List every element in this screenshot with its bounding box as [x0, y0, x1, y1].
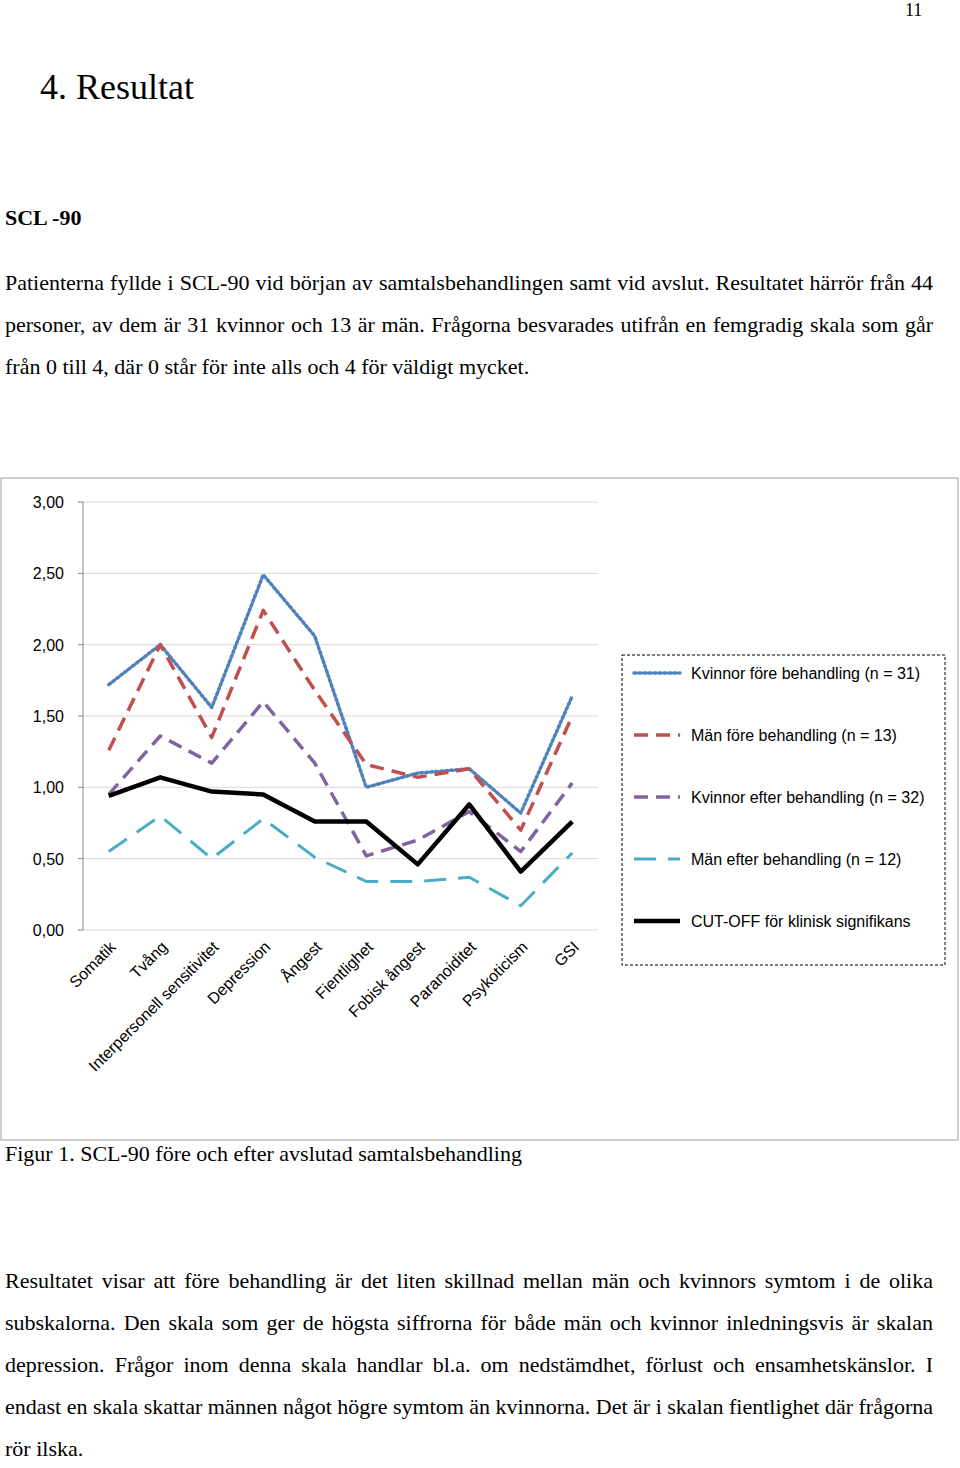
legend-swatch: [634, 733, 680, 737]
grid-line: [83, 930, 598, 931]
y-tick: [78, 787, 83, 788]
y-tick: [78, 716, 83, 717]
x-tick-label: Psykoticism: [459, 938, 531, 1010]
legend-swatch: [634, 671, 680, 675]
x-tick-label: Depression: [204, 938, 273, 1007]
x-tick-label: Somatik: [66, 937, 120, 991]
grid-line: [83, 573, 598, 574]
series-line: [109, 816, 573, 906]
series-group: [109, 575, 573, 906]
grid-line: [83, 502, 598, 503]
legend-label: CUT-OFF för klinisk signifikans: [691, 913, 911, 930]
heading: 4. Resultat: [40, 66, 194, 108]
page-number: 11: [905, 0, 922, 21]
grid-line: [83, 858, 598, 859]
series-line: [109, 777, 573, 871]
legend-label: Män före behandling (n = 13): [691, 727, 897, 744]
y-tick: [78, 644, 83, 645]
grid-line: [83, 787, 598, 788]
y-tick: [78, 858, 83, 859]
y-tick: [78, 573, 83, 574]
legend-label-line: CUT-OFF för klinisk signifikans: [691, 913, 911, 930]
y-axis: [83, 502, 84, 930]
x-tick-label: Interpersonell sensitivitet: [85, 938, 222, 1075]
y-tick-label: 0,00: [33, 922, 64, 939]
legend-label: Kvinnor före behandling (n = 31): [691, 665, 920, 682]
legend-swatch: [634, 795, 680, 799]
legend-label: Kvinnor efter behandling (n = 32): [691, 789, 924, 806]
y-tick: [78, 502, 83, 503]
legend-label-line: Kvinnor efter behandling (n = 32): [691, 789, 924, 806]
x-tick-label: Tvång: [127, 938, 170, 981]
y-tick-label: 1,50: [33, 708, 64, 725]
series-line: [109, 610, 573, 830]
figure-caption: Figur 1. SCL-90 före och efter avslutad …: [5, 1141, 522, 1167]
y-tick-label: 3,00: [33, 494, 64, 511]
x-tick-label: Ångest: [277, 937, 325, 985]
discussion-paragraph: Resultatet visar att före behandling är …: [5, 1260, 933, 1468]
legend-box: [622, 655, 945, 965]
series-line: [109, 575, 573, 813]
section-title: SCL -90: [5, 205, 81, 231]
legend-swatch: [634, 858, 680, 861]
legend-label-line: Kvinnor före behandling (n = 31): [691, 665, 920, 682]
x-tick-label: GSI: [551, 938, 583, 970]
legend-label-line: Män före behandling (n = 13): [691, 727, 897, 744]
intro-paragraph: Patienterna fyllde i SCL-90 vid början a…: [5, 262, 933, 388]
legend-label: Män efter behandling (n = 12): [691, 851, 901, 868]
y-tick-label: 2,50: [33, 565, 64, 582]
legend-swatch: [634, 919, 680, 924]
y-tick-label: 0,50: [33, 851, 64, 868]
chart-frame: [1, 478, 958, 1140]
chart: 0,00 0,50 1,00 1,50 2,00 2,50 3,00 SomatikTvång…: [0, 0, 960, 1468]
y-tick-label: 2,00: [33, 637, 64, 654]
y-tick: [78, 930, 83, 931]
legend-label-line: Män efter behandling (n = 12): [691, 851, 901, 868]
y-tick-label: 1,00: [33, 779, 64, 796]
